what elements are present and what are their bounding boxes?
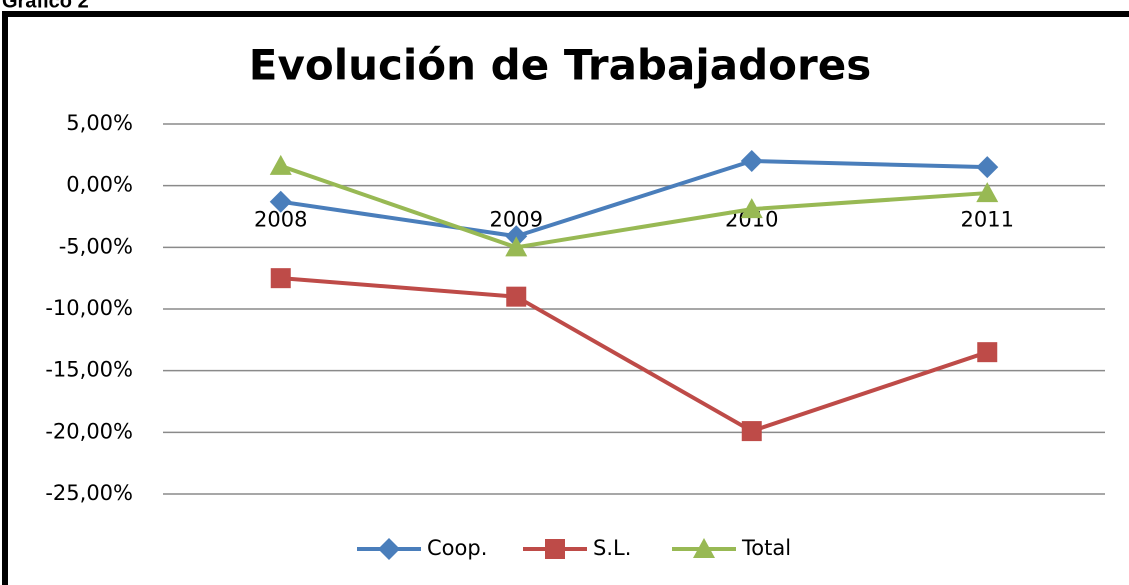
marker — [693, 538, 715, 558]
series-line — [280, 164, 988, 250]
series-line — [280, 276, 988, 434]
marker — [740, 150, 763, 172]
marker — [506, 286, 527, 307]
y-tick-label: 5,00% — [66, 111, 133, 135]
marker — [270, 268, 291, 289]
marker — [976, 156, 999, 179]
y-tick-label: -15,00% — [45, 358, 133, 382]
marker — [505, 236, 528, 257]
legend-label: Total — [741, 536, 791, 560]
header: Gráfico 2 — [2, 0, 89, 12]
y-tick-label: -5,00% — [59, 234, 133, 258]
series-line — [280, 158, 988, 239]
marker — [269, 154, 292, 175]
y-tick-label: -25,00% — [45, 481, 133, 505]
marker — [741, 421, 762, 442]
marker — [976, 182, 999, 203]
marker — [545, 539, 565, 559]
legend-label: Coop. — [427, 536, 487, 560]
marker — [505, 225, 528, 248]
legend-label: S.L. — [593, 536, 631, 560]
y-tick-label: 0,00% — [66, 173, 133, 197]
x-tick-label: 2011 — [961, 208, 1014, 232]
marker — [740, 198, 763, 219]
y-tick-label: -10,00% — [45, 296, 133, 320]
marker — [977, 342, 998, 363]
y-tick-label: -20,00% — [45, 419, 133, 443]
marker — [378, 538, 400, 560]
chart-title: Evolución de Trabajadores — [249, 41, 871, 90]
chart-frame — [2, 11, 1129, 585]
marker — [269, 190, 292, 213]
